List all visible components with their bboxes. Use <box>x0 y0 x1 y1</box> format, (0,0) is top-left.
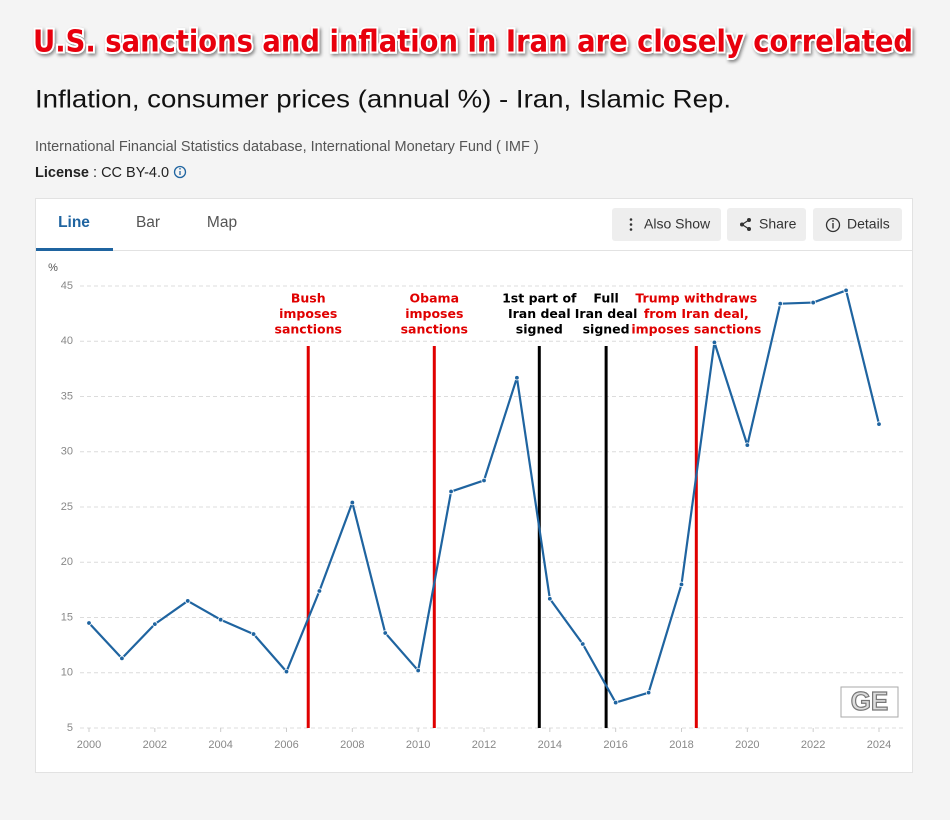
data-point <box>382 630 388 636</box>
annotation-text: Bush <box>291 291 326 306</box>
data-point <box>645 689 652 696</box>
data-point <box>152 621 158 627</box>
y-tick-label: 20 <box>61 556 73 568</box>
annotation-text: imposes <box>405 306 463 321</box>
tab[interactable]: Bar <box>136 214 160 231</box>
annotation-text: signed <box>516 322 563 337</box>
y-tick-label: 10 <box>61 667 73 679</box>
license-value: : CC BY-4.0 <box>93 165 169 181</box>
chart-card <box>35 198 913 773</box>
button-label: Share <box>759 216 797 232</box>
x-tick-label: 2006 <box>274 739 298 751</box>
watermark: GE <box>840 685 899 718</box>
data-point <box>448 488 454 495</box>
x-tick-label: 2012 <box>472 739 496 751</box>
data-point <box>744 442 751 448</box>
data-point <box>843 287 849 294</box>
data-point <box>612 699 619 706</box>
y-tick-label: 25 <box>61 501 73 513</box>
data-point <box>481 477 487 484</box>
button[interactable]: Details <box>813 208 902 241</box>
data-point <box>876 421 882 427</box>
data-point <box>349 499 356 506</box>
y-tick-label: 30 <box>61 446 73 458</box>
x-tick-label: 2024 <box>867 739 891 751</box>
x-tick-label: 2022 <box>801 739 825 751</box>
y-axis-label: % <box>48 262 58 274</box>
x-tick-label: 2008 <box>340 739 364 751</box>
data-point <box>250 631 257 637</box>
headline: U.S. sanctions and inflation in Iran are… <box>33 25 913 60</box>
annotation-text: imposes sanctions <box>631 322 761 337</box>
tab[interactable]: Map <box>207 214 237 231</box>
annotation-text: Obama <box>410 291 459 306</box>
info-icon[interactable] <box>173 165 187 179</box>
data-point <box>185 598 191 604</box>
tab[interactable]: Line <box>58 214 90 231</box>
annotation-text: Iran deal <box>508 306 571 321</box>
y-tick-label: 15 <box>61 611 73 623</box>
annotation-text: signed <box>583 322 630 337</box>
x-tick-label: 2004 <box>208 739 232 751</box>
y-tick-label: 40 <box>61 335 73 347</box>
annotation-text: sanctions <box>401 322 468 337</box>
annotation-text: Iran deal <box>575 306 638 321</box>
chart-title: Inflation, consumer prices (annual %) - … <box>35 86 731 114</box>
data-point <box>119 655 125 662</box>
data-point <box>86 620 92 626</box>
data-point <box>415 667 421 674</box>
data-point <box>777 300 783 307</box>
y-tick-label: 35 <box>61 390 73 402</box>
x-tick-label: 2016 <box>603 739 627 751</box>
x-tick-label: 2002 <box>143 739 167 751</box>
data-point <box>547 596 553 602</box>
data-point <box>810 299 816 306</box>
license-label: License <box>35 165 89 181</box>
annotation-text: Trump withdraws <box>635 291 757 306</box>
y-tick-label: 45 <box>61 280 73 292</box>
data-point <box>316 588 323 594</box>
data-point <box>678 581 685 588</box>
watermark-text: GE <box>851 686 889 716</box>
data-point <box>580 641 586 647</box>
x-tick-label: 2000 <box>77 739 101 751</box>
annotation-text: 1st part of <box>502 291 577 306</box>
source: International Financial Statistics datab… <box>35 139 539 155</box>
annotation-text: imposes <box>279 306 337 321</box>
button[interactable]: Also Show <box>612 208 721 241</box>
annotation-text: from Iran deal, <box>644 306 749 321</box>
data-point <box>711 339 718 346</box>
data-point <box>217 617 224 623</box>
button[interactable]: Share <box>727 208 806 241</box>
y-tick-label: 5 <box>67 722 73 734</box>
tab-underline <box>36 248 113 251</box>
button-label: Details <box>847 216 890 232</box>
annotation-text: Full <box>593 291 618 306</box>
license: License : CC BY-4.0 <box>35 165 169 181</box>
data-point <box>283 668 290 675</box>
plot: % 5 10 15 20 25 30 35 40 45 2000 2002 2004 2006 2008 20… <box>48 262 905 751</box>
annotation-text: sanctions <box>275 322 342 337</box>
data-point <box>514 375 520 381</box>
x-tick-label: 2014 <box>538 739 562 751</box>
x-tick-label: 2020 <box>735 739 759 751</box>
button-label: Also Show <box>644 216 711 232</box>
x-tick-label: 2010 <box>406 739 430 751</box>
x-tick-label: 2018 <box>669 739 693 751</box>
